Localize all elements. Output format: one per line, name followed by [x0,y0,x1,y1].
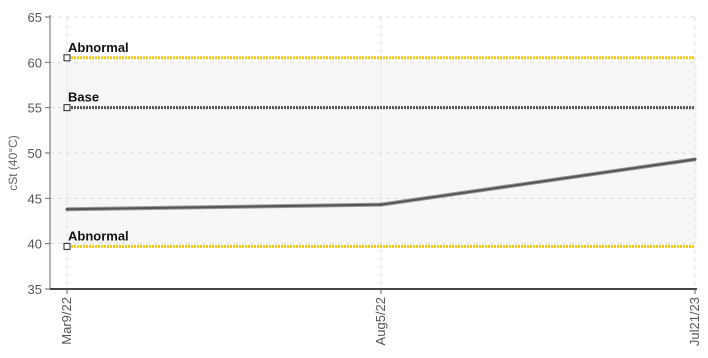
reference-label-2: Abnormal [68,228,129,243]
reference-label-1: Base [68,90,99,105]
x-tick-label-0: Mar9/22 [59,297,74,345]
y-tick-label-65: 65 [28,10,42,25]
reference-lines: Abnormal Base Abnormal [63,40,695,250]
y-axis-label: cSt (40°C) [6,135,20,190]
data-series [65,157,697,212]
data-point-0-1 [379,203,383,207]
y-tick-label-55: 55 [28,101,42,116]
data-point-0-0 [65,207,69,211]
axes [45,15,697,294]
y-tick-label-35: 35 [28,282,42,297]
x-tick-labels: Mar9/22 Aug5/22 Jul21/23 [59,297,702,346]
y-tick-labels: 35 40 45 50 55 60 65 [28,10,42,297]
x-tick-label-1: Aug5/22 [373,297,388,345]
reference-label-0: Abnormal [68,40,129,55]
reference-marker-0 [63,54,71,62]
reference-marker-1 [63,104,71,112]
data-point-0-2 [693,157,697,161]
y-tick-label-60: 60 [28,55,42,70]
reference-marker-2 [63,242,71,250]
y-tick-label-40: 40 [28,237,42,252]
x-tick-label-2: Jul21/23 [687,297,702,346]
y-tick-label-50: 50 [28,146,42,161]
y-tick-label-45: 45 [28,191,42,206]
